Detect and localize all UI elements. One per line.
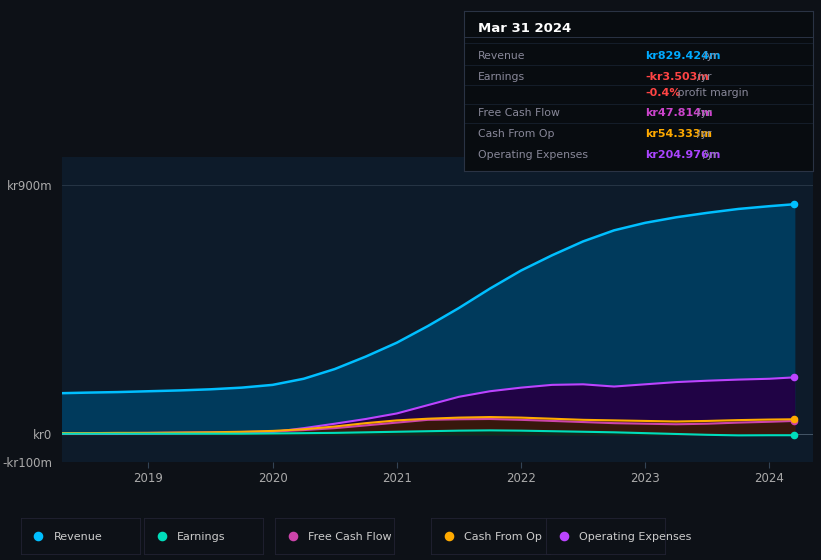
Text: Operating Expenses: Operating Expenses bbox=[580, 532, 691, 542]
Point bbox=[557, 532, 571, 541]
Text: /yr: /yr bbox=[697, 72, 712, 82]
Point bbox=[787, 415, 800, 424]
Text: /yr: /yr bbox=[697, 108, 712, 118]
Text: Cash From Op: Cash From Op bbox=[478, 129, 554, 139]
Text: kr829.424m: kr829.424m bbox=[645, 51, 721, 61]
Text: -kr3.503m: -kr3.503m bbox=[645, 72, 709, 82]
Text: /yr: /yr bbox=[703, 51, 718, 61]
Text: Earnings: Earnings bbox=[478, 72, 525, 82]
Text: kr47.814m: kr47.814m bbox=[645, 108, 713, 118]
Text: kr204.976m: kr204.976m bbox=[645, 150, 721, 160]
Text: Earnings: Earnings bbox=[177, 532, 226, 542]
Point bbox=[32, 532, 45, 541]
Text: Operating Expenses: Operating Expenses bbox=[478, 150, 588, 160]
Point bbox=[787, 200, 800, 209]
Text: profit margin: profit margin bbox=[674, 87, 749, 97]
Text: Free Cash Flow: Free Cash Flow bbox=[478, 108, 560, 118]
Text: Cash From Op: Cash From Op bbox=[465, 532, 542, 542]
Text: Revenue: Revenue bbox=[54, 532, 103, 542]
Text: Revenue: Revenue bbox=[478, 51, 525, 61]
Text: Mar 31 2024: Mar 31 2024 bbox=[478, 22, 571, 35]
Point bbox=[287, 532, 300, 541]
Point bbox=[787, 373, 800, 382]
Point bbox=[155, 532, 168, 541]
Point bbox=[787, 417, 800, 426]
Text: -0.4%: -0.4% bbox=[645, 87, 681, 97]
Point bbox=[443, 532, 456, 541]
Point bbox=[787, 431, 800, 440]
Text: /yr: /yr bbox=[703, 150, 718, 160]
Text: kr54.333m: kr54.333m bbox=[645, 129, 713, 139]
Text: Free Cash Flow: Free Cash Flow bbox=[309, 532, 392, 542]
Text: /yr: /yr bbox=[697, 129, 712, 139]
